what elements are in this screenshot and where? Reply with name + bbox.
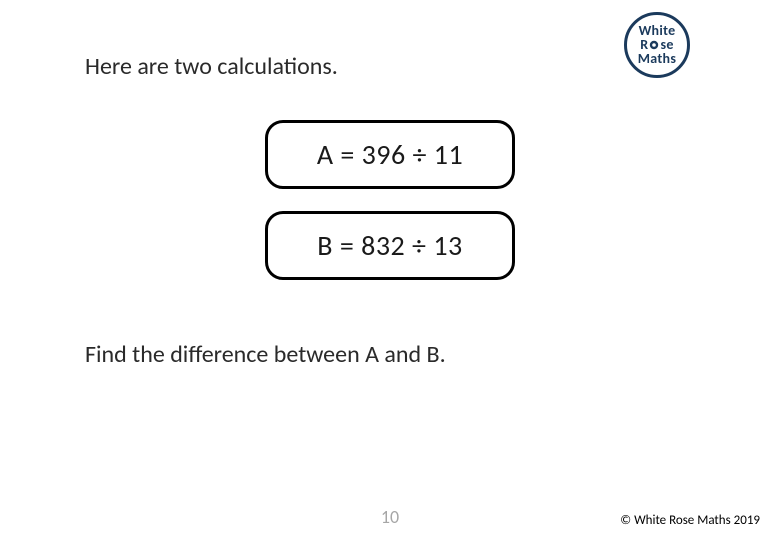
page-number: 10 <box>381 506 399 528</box>
question-text: Find the difference between A and B. <box>85 340 446 369</box>
calculations-container: A = 396 ÷ 11 B = 832 ÷ 13 <box>0 120 780 280</box>
copyright-text: © White Rose Maths 2019 <box>620 513 760 528</box>
brand-logo: White R se Maths <box>624 12 690 78</box>
rose-icon <box>649 40 659 50</box>
calculation-b: B = 832 ÷ 13 <box>265 211 515 280</box>
intro-text: Here are two calculations. <box>85 52 338 81</box>
logo-line-3: Maths <box>638 52 676 66</box>
calculation-a: A = 396 ÷ 11 <box>265 120 515 189</box>
